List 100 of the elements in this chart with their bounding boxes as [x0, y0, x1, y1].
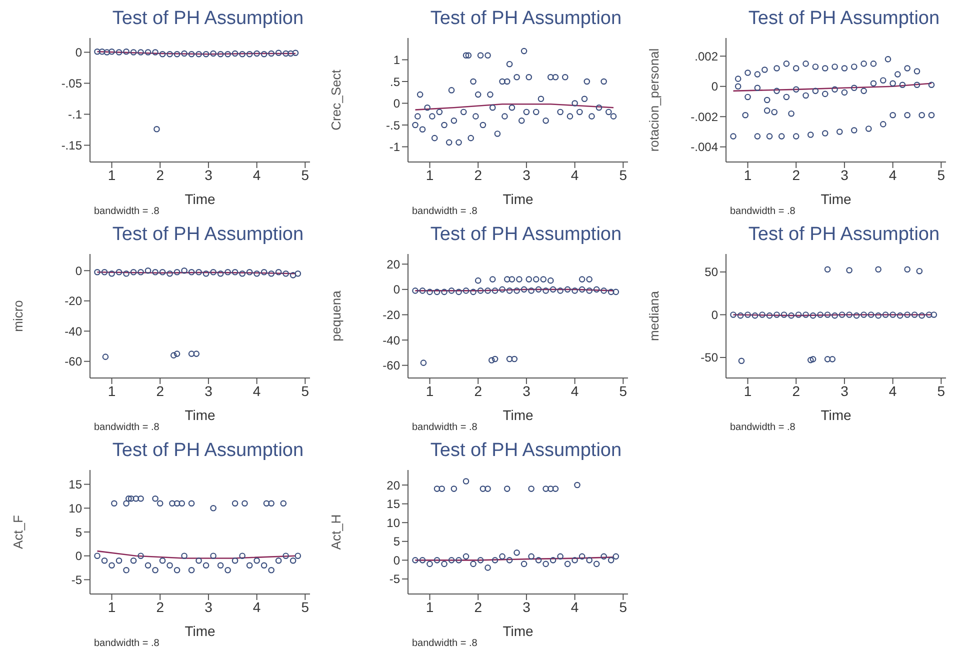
point — [894, 71, 901, 78]
point — [581, 96, 588, 102]
x-axis-title: Time — [184, 623, 216, 639]
point — [904, 112, 910, 118]
point — [282, 270, 289, 277]
point — [508, 276, 516, 282]
x-axis-title: Time — [184, 191, 216, 207]
x-axis-title: Time — [502, 407, 534, 423]
x-tick-label: 4 — [888, 166, 897, 183]
point — [462, 288, 470, 294]
point — [730, 133, 736, 140]
point — [468, 134, 474, 142]
point — [260, 562, 268, 569]
x-tick-label: 1 — [744, 382, 752, 399]
point — [792, 86, 800, 93]
point — [810, 356, 816, 362]
x-tick-label: 2 — [474, 598, 482, 615]
point — [499, 78, 506, 85]
point — [904, 312, 910, 318]
y-axis-title: Act_F — [10, 514, 26, 549]
y-tick-label: -40 — [64, 324, 82, 338]
point — [130, 557, 137, 564]
point — [470, 288, 476, 296]
x-tick-label: 5 — [937, 382, 946, 399]
point — [550, 286, 556, 293]
point — [232, 268, 238, 276]
point — [608, 557, 614, 564]
point — [144, 49, 152, 56]
point — [926, 312, 932, 318]
point — [280, 500, 287, 507]
point — [260, 50, 268, 58]
point — [508, 104, 516, 111]
point — [232, 50, 238, 57]
y-axis-title: pequena — [328, 290, 344, 342]
point — [764, 96, 770, 104]
point — [506, 356, 513, 362]
point — [111, 500, 118, 507]
x-axis-title: Time — [502, 191, 534, 207]
x-tick-label: 4 — [252, 382, 261, 399]
point — [275, 557, 282, 564]
point — [783, 60, 790, 67]
point — [730, 312, 736, 318]
point — [841, 65, 848, 72]
point — [566, 113, 574, 120]
point — [502, 113, 508, 120]
point — [511, 356, 518, 362]
point — [94, 48, 100, 55]
point — [766, 312, 773, 319]
point — [477, 557, 484, 564]
chart-title: Test of PH Assumption — [747, 8, 941, 31]
x-tick-label: 1 — [108, 382, 116, 399]
point — [94, 552, 100, 559]
point — [434, 288, 440, 296]
x-tick-label: 2 — [156, 382, 164, 399]
point — [610, 113, 617, 120]
point — [492, 557, 498, 564]
point — [875, 266, 882, 273]
point — [506, 288, 513, 294]
point — [436, 108, 443, 116]
point — [254, 557, 260, 564]
point — [795, 312, 802, 318]
point — [574, 482, 580, 488]
chart-title: Test of PH Assumption — [111, 224, 305, 247]
point — [846, 267, 852, 274]
point — [104, 49, 110, 56]
point — [557, 553, 564, 560]
point — [448, 557, 455, 564]
point — [196, 268, 202, 276]
point — [130, 268, 137, 276]
point — [152, 268, 158, 276]
y-tick-label: 0 — [393, 553, 400, 568]
x-tick-label: 1 — [744, 166, 752, 183]
point — [462, 478, 470, 484]
text: bandwidth = .8 — [729, 206, 796, 219]
point — [246, 50, 253, 58]
point — [542, 486, 549, 492]
point — [576, 108, 583, 116]
point — [123, 500, 130, 507]
y-tick-label: 0 — [711, 80, 718, 94]
point — [159, 268, 166, 276]
x-tick-label: 5 — [937, 166, 946, 183]
y-tick-label: 10 — [386, 516, 400, 530]
point — [123, 48, 130, 55]
point — [928, 82, 935, 88]
y-axis-title: mediana — [646, 290, 662, 341]
point — [557, 108, 564, 116]
point — [275, 268, 282, 276]
point — [196, 50, 202, 58]
point — [188, 500, 195, 507]
point — [434, 486, 440, 492]
y-axis-title: Crec_Sect — [328, 69, 344, 130]
point — [224, 567, 231, 574]
point — [138, 552, 144, 559]
point — [868, 312, 874, 318]
x-axis-title: Time — [820, 407, 852, 423]
point — [292, 50, 299, 56]
x-tick-label: 2 — [792, 166, 800, 183]
point — [572, 557, 578, 564]
point — [202, 562, 210, 569]
point — [494, 130, 501, 137]
